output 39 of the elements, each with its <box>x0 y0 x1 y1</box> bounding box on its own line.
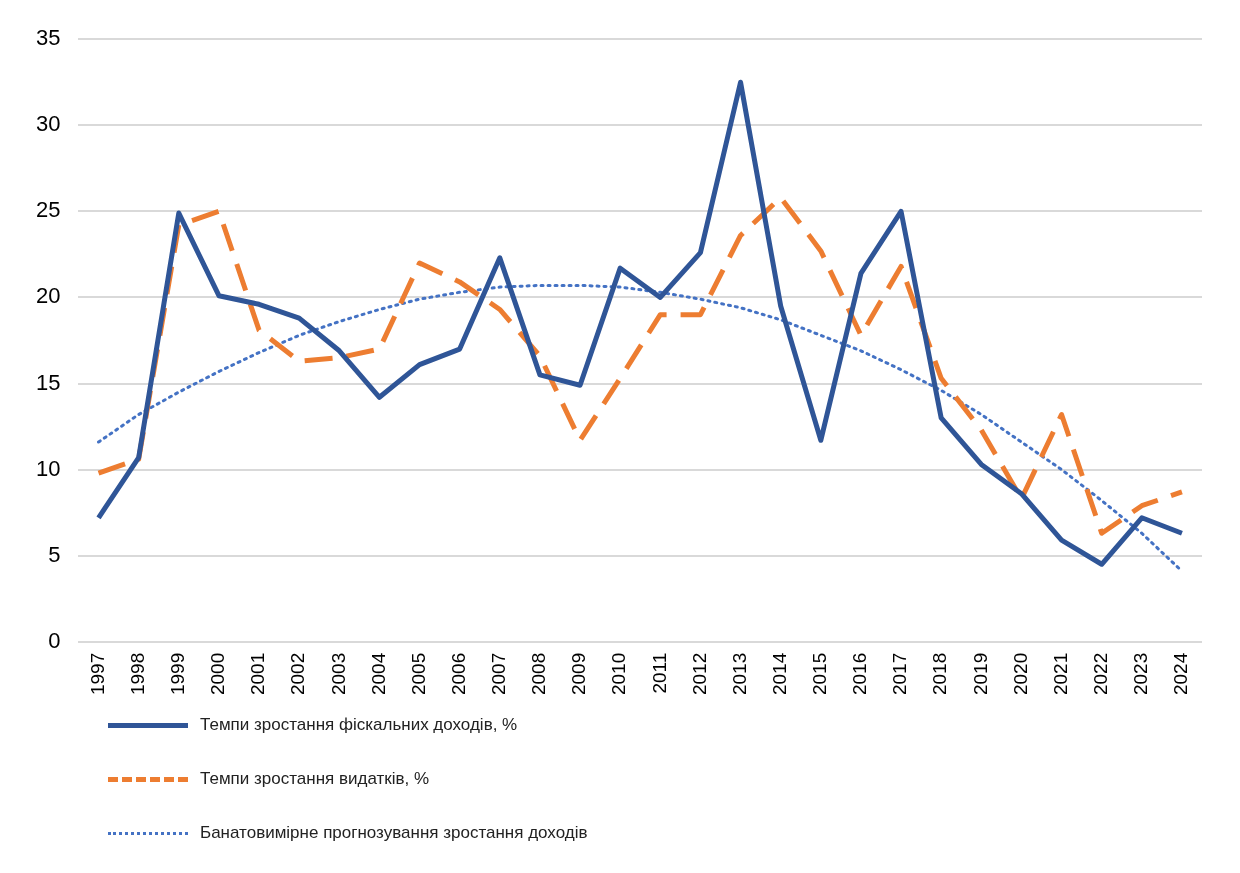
y-tick-label: 5 <box>48 541 61 567</box>
legend-label: Банатовимірне прогнозування зростання доходів <box>200 823 588 843</box>
x-tick-label: 2003 <box>327 652 349 696</box>
x-tick-label: 2016 <box>849 652 871 696</box>
x-tick-label: 2012 <box>688 652 710 696</box>
y-tick-label: 10 <box>35 455 61 481</box>
y-tick-label: 25 <box>35 197 61 223</box>
x-tick-label: 1998 <box>126 652 148 696</box>
x-tick-label: 2021 <box>1049 652 1071 696</box>
x-tick-label: 2022 <box>1089 652 1111 696</box>
x-tick-label: 2011 <box>648 652 670 694</box>
x-tick-label: 2001 <box>247 652 269 696</box>
x-tick-label: 2015 <box>809 652 831 696</box>
y-tick-label: 20 <box>35 283 61 309</box>
y-tick-label: 15 <box>35 369 61 395</box>
x-tick-label: 2006 <box>447 652 469 696</box>
y-tick-label: 0 <box>48 627 61 653</box>
y-tick-label: 35 <box>35 25 61 51</box>
legend-label: Темпи зростання видатків, % <box>200 769 430 789</box>
x-tick-label: 2002 <box>287 652 309 696</box>
x-tick-label: 2005 <box>407 652 429 696</box>
x-tick-label: 2019 <box>969 652 991 696</box>
x-tick-label: 2009 <box>568 652 590 696</box>
x-tick-label: 1997 <box>86 652 108 696</box>
x-tick-label: 2004 <box>367 652 389 696</box>
x-tick-label: 2007 <box>488 652 510 696</box>
x-tick-label: 2014 <box>768 652 790 696</box>
x-tick-label: 2024 <box>1170 652 1192 696</box>
x-tick-label: 2010 <box>608 652 630 696</box>
x-tick-label: 2008 <box>528 652 550 696</box>
x-tick-label: 1999 <box>167 652 189 696</box>
x-tick-label: 2013 <box>728 652 750 696</box>
x-tick-label: 2017 <box>889 652 911 696</box>
y-tick-label: 30 <box>35 111 61 137</box>
x-tick-label: 2000 <box>207 652 229 696</box>
legend-label: Темпи зростання фіскальних доходів, % <box>200 715 518 735</box>
x-tick-label: 2018 <box>929 652 951 696</box>
x-tick-label: 2020 <box>1009 652 1031 696</box>
x-tick-label: 2023 <box>1130 652 1152 696</box>
